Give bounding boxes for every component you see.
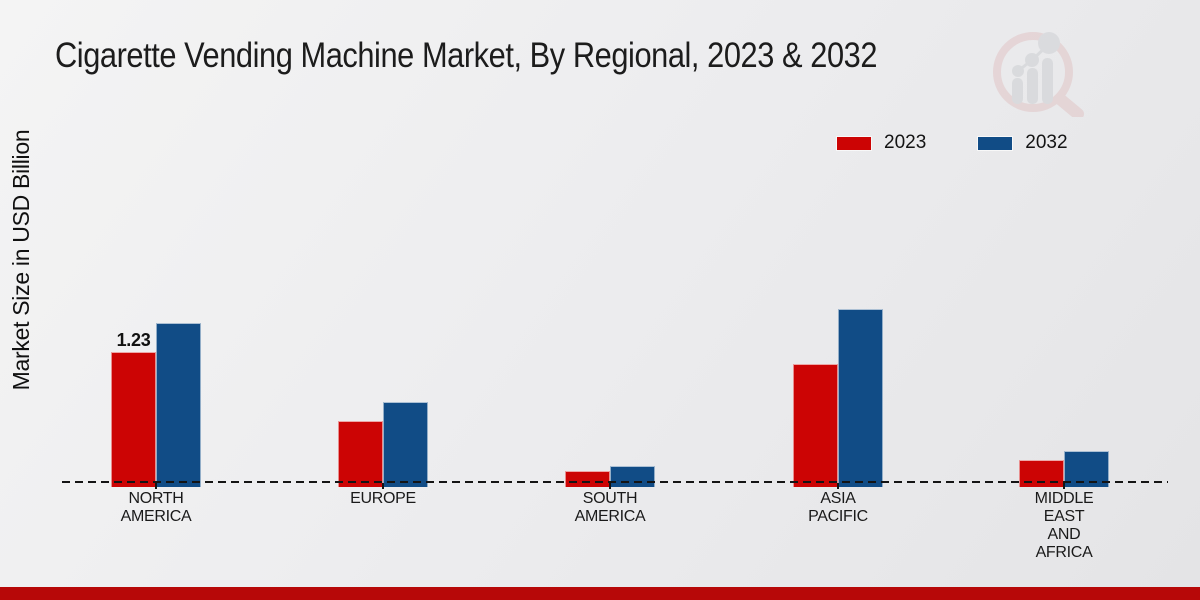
bar-2032-south-america <box>610 465 655 487</box>
x-tick-label-asia-pacific: ASIA PACIFIC <box>808 490 868 525</box>
bar-2023-north-america <box>111 352 156 487</box>
legend-swatch-2032 <box>978 136 1013 150</box>
x-axis-line <box>62 481 1168 483</box>
legend: 2023 2032 <box>837 132 1068 154</box>
x-axis-tick <box>1063 483 1065 489</box>
x-axis-tick <box>837 483 839 489</box>
x-tick-label-south-america: SOUTH AMERICA <box>574 490 646 525</box>
bar-2032-middle-east-and-africa <box>1064 451 1109 487</box>
x-tick-label-europe: EUROPE <box>350 490 416 507</box>
bar-value-label: 1.23 <box>116 330 151 350</box>
x-axis-tick <box>155 483 157 489</box>
bar-2023-south-america <box>565 471 610 487</box>
legend-item-2032: 2032 <box>978 132 1068 154</box>
bar-2023-asia-pacific <box>793 363 838 487</box>
legend-swatch-2023 <box>837 136 871 150</box>
legend-item-2023: 2023 <box>837 132 926 154</box>
legend-label-2023: 2023 <box>884 132 927 153</box>
chart-title: Cigarette Vending Machine Market, By Reg… <box>55 36 878 75</box>
x-tick-label-middle-east-and-africa: MIDDLE EAST AND AFRICA <box>1034 490 1094 561</box>
x-axis-tick <box>382 483 384 489</box>
magnifier-chart-logo-icon <box>993 32 1084 117</box>
bar-2032-europe <box>383 402 428 487</box>
x-tick-label-north-america: NORTH AMERICA <box>120 490 192 525</box>
x-axis-tick <box>609 483 611 489</box>
bar-2023-europe <box>338 421 383 487</box>
bar-2032-north-america <box>156 323 201 487</box>
footer-accent-bar <box>0 587 1200 600</box>
legend-label-2032: 2032 <box>1025 132 1068 153</box>
bar-2032-asia-pacific <box>838 309 883 487</box>
